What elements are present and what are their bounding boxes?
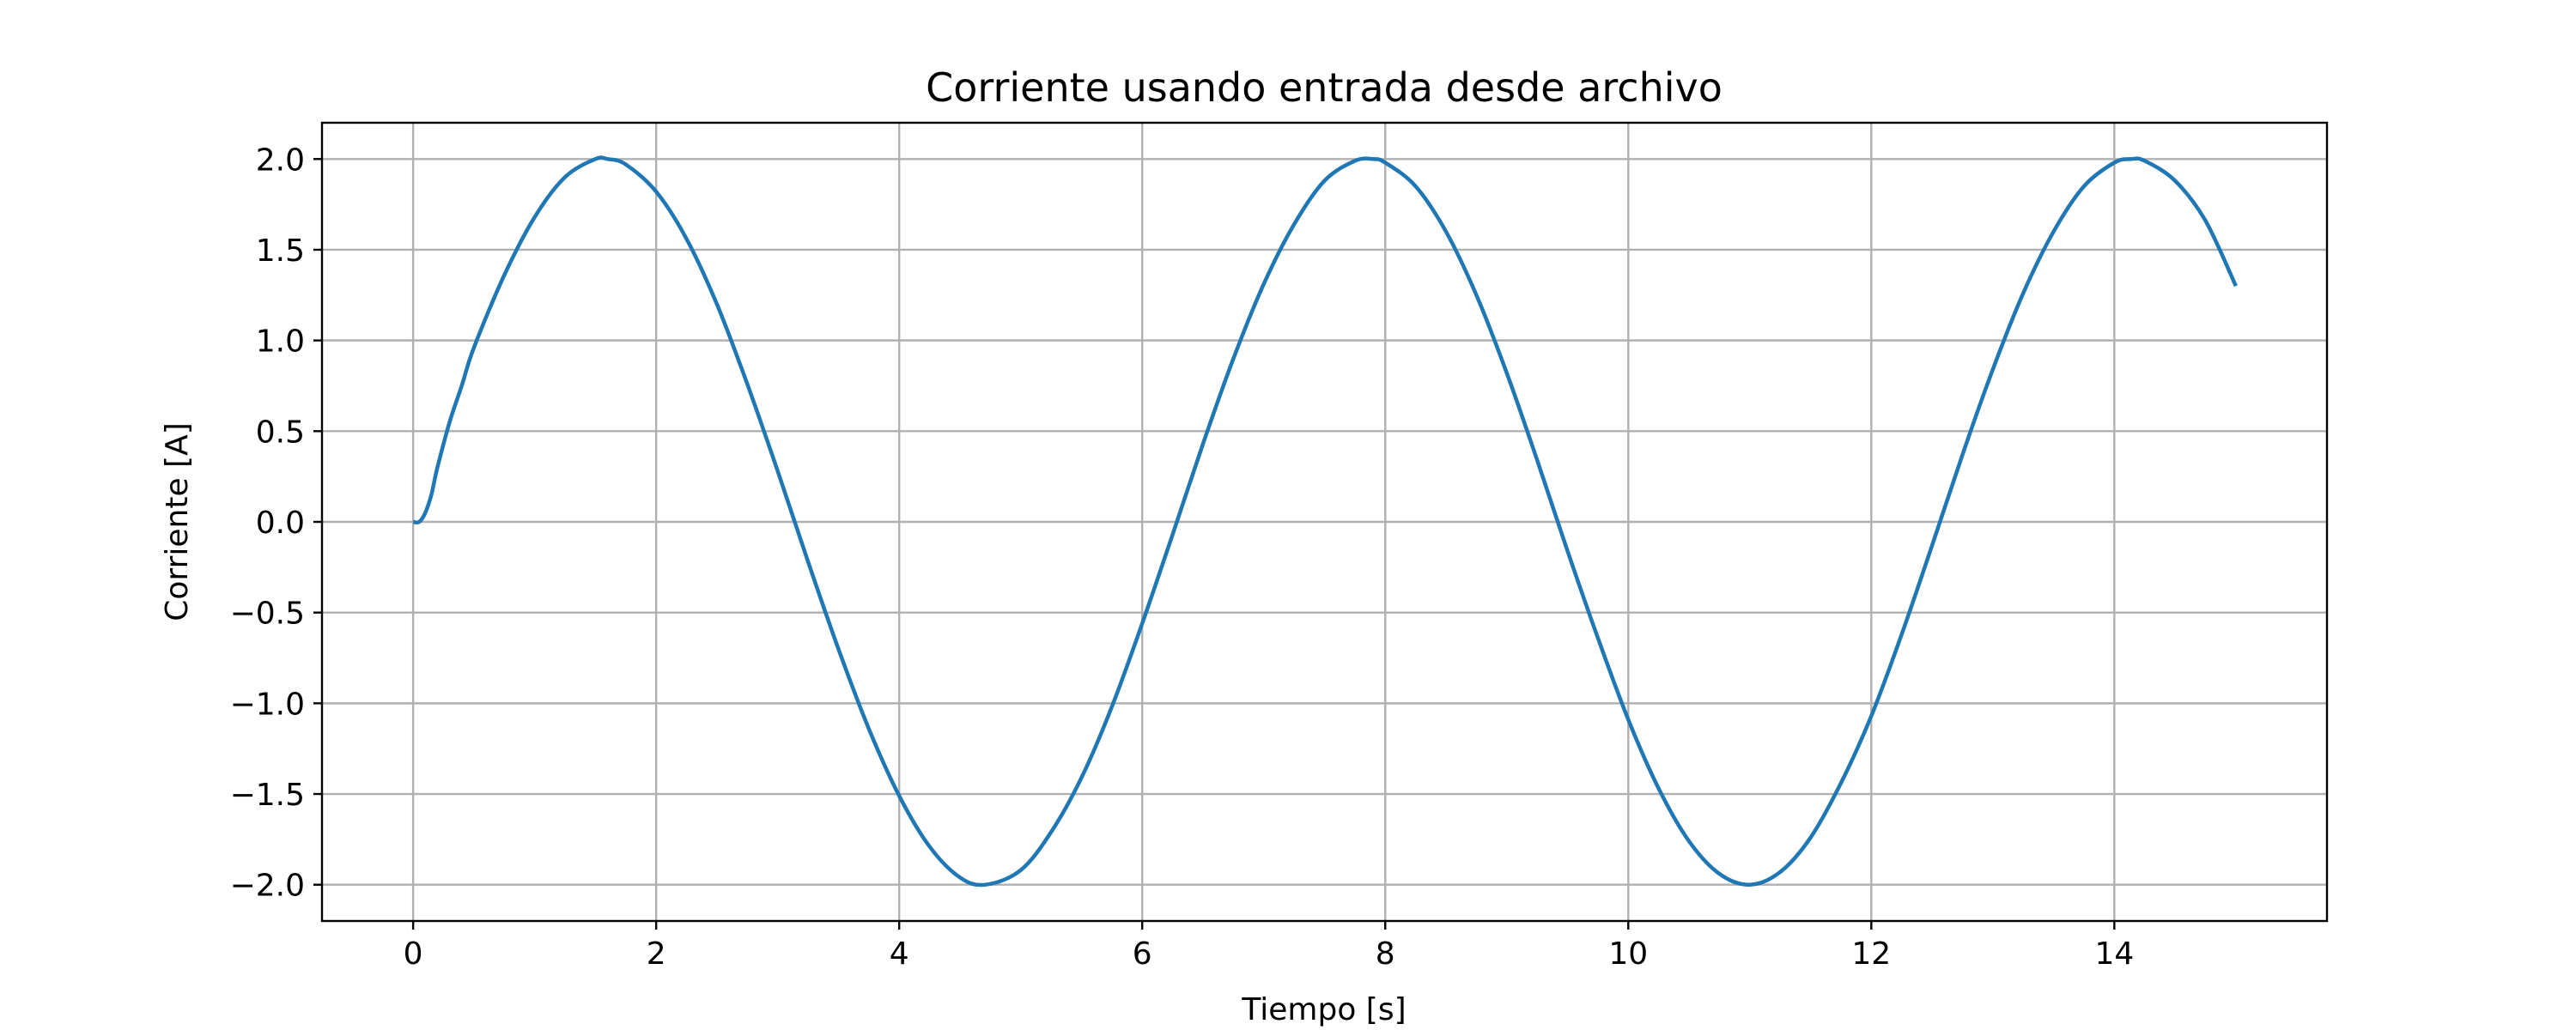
grid — [322, 123, 2327, 921]
y-tick-label: 0.5 — [256, 415, 305, 450]
series-layer — [412, 155, 2238, 888]
y-tick-label: −1.5 — [230, 778, 305, 813]
x-tick-label: 14 — [2094, 936, 2134, 972]
y-tick-label: 0.0 — [256, 506, 305, 541]
y-tick-label: 2.0 — [256, 142, 305, 178]
y-tick-label: −0.5 — [230, 597, 305, 632]
chart-title: Corriente usando entrada desde archivo — [926, 64, 1722, 111]
x-tick-label: 0 — [404, 936, 423, 972]
y-axis: −2.0 −1.5 −1.0 −0.5 0.0 0.5 1.0 1.5 2.0 — [230, 142, 322, 904]
series-line — [412, 155, 2238, 888]
x-tick-label: 10 — [1608, 936, 1648, 972]
x-tick-label: 6 — [1133, 936, 1152, 972]
x-tick-label: 8 — [1376, 936, 1395, 972]
x-tick-label: 4 — [890, 936, 909, 972]
x-axis: 0 2 4 6 8 10 12 14 — [404, 921, 2134, 972]
y-axis-label: Corriente [A] — [160, 422, 195, 621]
x-tick-label: 2 — [647, 936, 666, 972]
y-tick-label: 1.0 — [256, 324, 305, 360]
y-tick-label: −1.0 — [230, 687, 305, 722]
x-axis-label: Tiempo [s] — [1241, 992, 1406, 1027]
y-tick-label: 1.5 — [256, 233, 305, 269]
y-tick-label: −2.0 — [230, 869, 305, 904]
x-tick-label: 12 — [1851, 936, 1891, 972]
